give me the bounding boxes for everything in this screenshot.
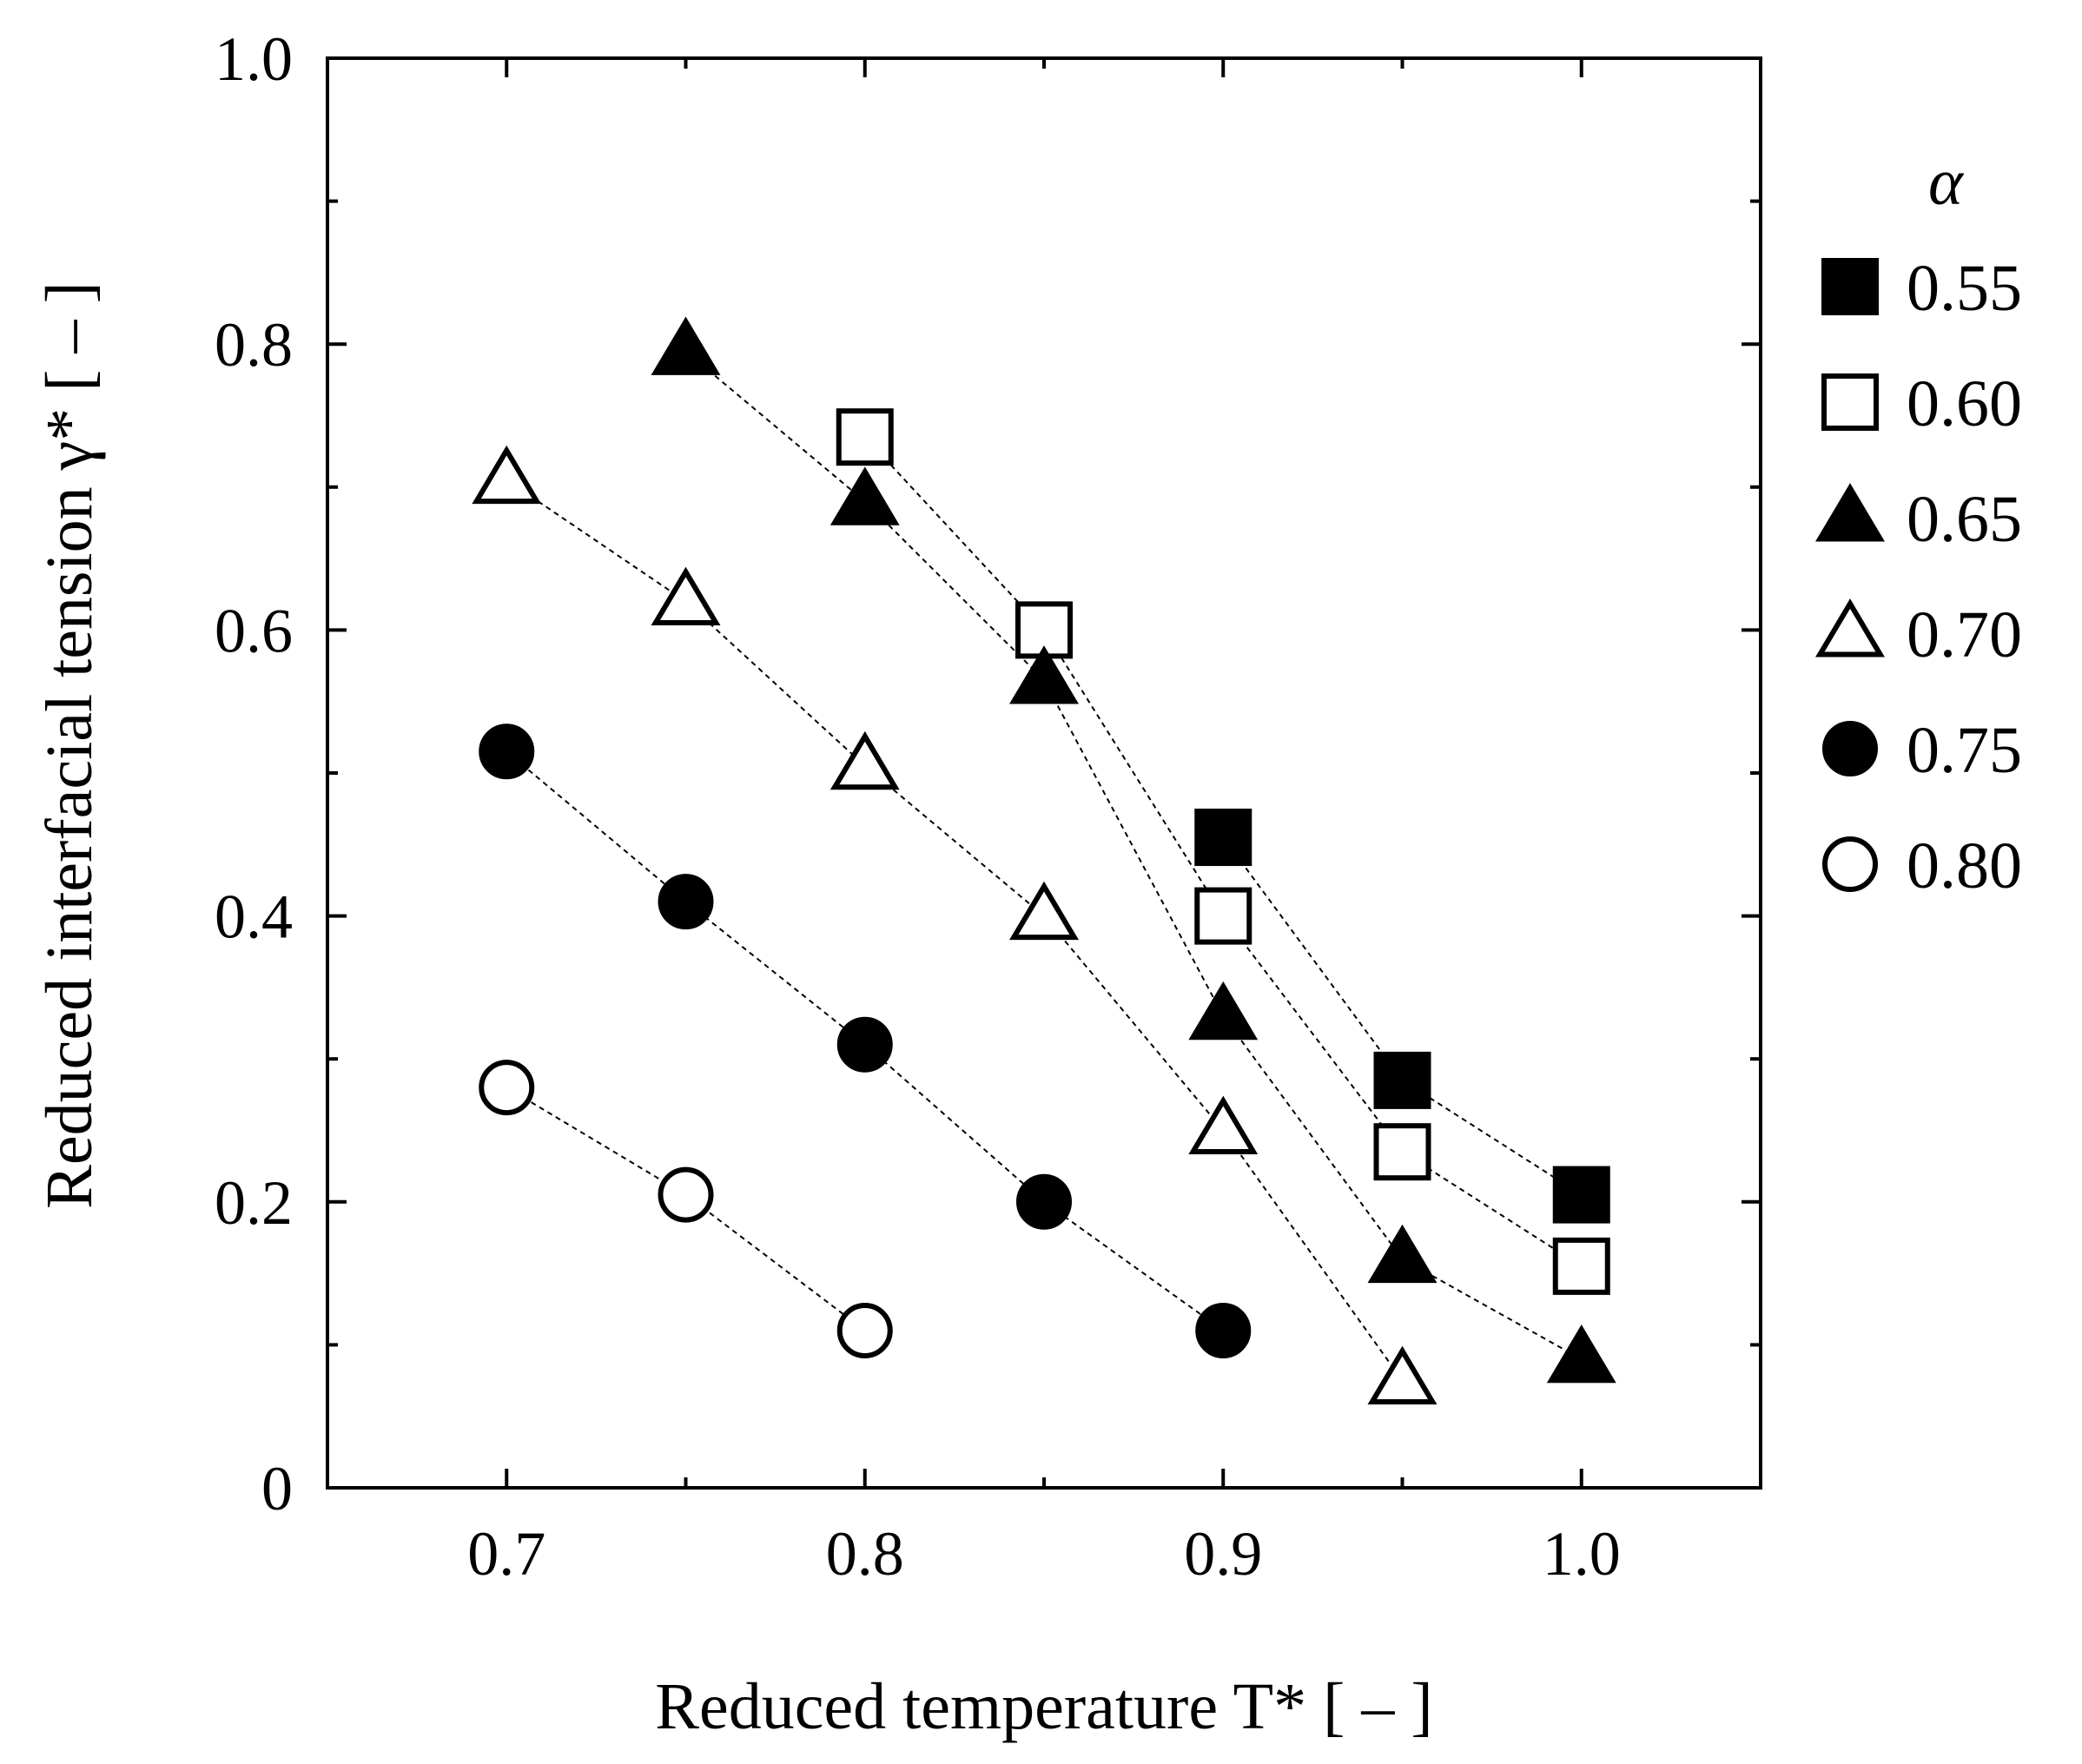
- data-point-0.70: [472, 445, 542, 505]
- data-markers: [472, 316, 1616, 1404]
- legend-label-0.60: 0.60: [1907, 367, 2022, 440]
- plot-frame: [326, 56, 1762, 1490]
- legend-marker-0.75: [1822, 721, 1878, 776]
- x-axis-label: Reduced temperature T* [ – ]: [655, 1670, 1432, 1743]
- data-point-0.60: [1552, 1237, 1610, 1295]
- legend-marker-0.55: [1821, 258, 1879, 315]
- y-tick-label: 0: [261, 1454, 293, 1523]
- y-axis-label: Reduced interfacial tension γ* [ – ]: [33, 281, 106, 1209]
- data-point-0.80: [479, 1060, 535, 1116]
- data-point-0.70: [651, 566, 721, 625]
- x-tick-label: 0.8: [826, 1519, 904, 1589]
- series-line-0.55: [1222, 836, 1583, 1196]
- x-tick-label: 1.0: [1543, 1519, 1621, 1589]
- data-point-0.60: [1373, 1123, 1431, 1181]
- data-point-0.65: [1188, 981, 1259, 1041]
- data-point-0.75: [658, 874, 714, 930]
- legend-marker-0.60: [1821, 373, 1879, 431]
- legend-label-0.55: 0.55: [1907, 252, 2022, 325]
- data-point-0.60: [836, 408, 894, 466]
- data-point-0.80: [836, 1302, 893, 1358]
- data-point-0.60: [1194, 887, 1253, 945]
- data-point-0.55: [1552, 1166, 1610, 1224]
- data-point-0.70: [1188, 1095, 1259, 1154]
- legend-marker-0.70: [1815, 598, 1885, 657]
- legend: α 0.55 0.60 0.65 0.70 0.75 0.80: [1815, 146, 2022, 902]
- data-point-0.70: [1009, 881, 1079, 941]
- y-tick-label: 0.8: [215, 310, 293, 380]
- data-point-0.75: [1195, 1302, 1252, 1358]
- series-line-0.80: [506, 1087, 866, 1331]
- legend-title: α: [1928, 146, 1965, 219]
- data-point-0.75: [479, 723, 535, 780]
- data-point-0.55: [1194, 809, 1253, 867]
- legend-label-0.70: 0.70: [1907, 598, 2022, 671]
- y-tick-label: 0.4: [215, 882, 293, 952]
- series-line-0.65: [684, 350, 1583, 1360]
- data-point-0.55: [1373, 1051, 1431, 1109]
- data-point-0.65: [1546, 1325, 1616, 1384]
- axis-ticks: [327, 56, 1761, 1490]
- data-point-0.70: [1367, 1345, 1438, 1404]
- data-point-0.80: [658, 1166, 714, 1223]
- series-line-0.70: [506, 479, 1404, 1382]
- data-point-0.70: [829, 730, 900, 790]
- data-point-0.65: [1009, 645, 1079, 704]
- data-point-0.75: [836, 1016, 893, 1073]
- data-point-0.75: [1016, 1173, 1072, 1230]
- legend-marker-0.80: [1822, 836, 1878, 892]
- x-tick-label: 0.9: [1184, 1519, 1262, 1589]
- y-tick-label: 0.2: [215, 1168, 293, 1238]
- data-point-0.65: [1367, 1224, 1438, 1284]
- y-tick-label: 0.6: [215, 596, 293, 665]
- y-tick-label: 1.0: [215, 24, 293, 94]
- data-point-0.65: [651, 316, 721, 375]
- data-point-0.65: [829, 466, 900, 525]
- x-tick-label: 0.7: [467, 1519, 545, 1589]
- legend-label-0.65: 0.65: [1907, 483, 2022, 556]
- series-line-0.60: [864, 436, 1583, 1267]
- legend-label-0.75: 0.75: [1907, 714, 2022, 787]
- legend-marker-0.65: [1815, 483, 1885, 542]
- axis-tick-labels: 0.7 0.8 0.9 1.0 0 0.2 0.4 0.6 0.8 1.0: [215, 24, 1621, 1589]
- legend-label-0.80: 0.80: [1907, 829, 2022, 902]
